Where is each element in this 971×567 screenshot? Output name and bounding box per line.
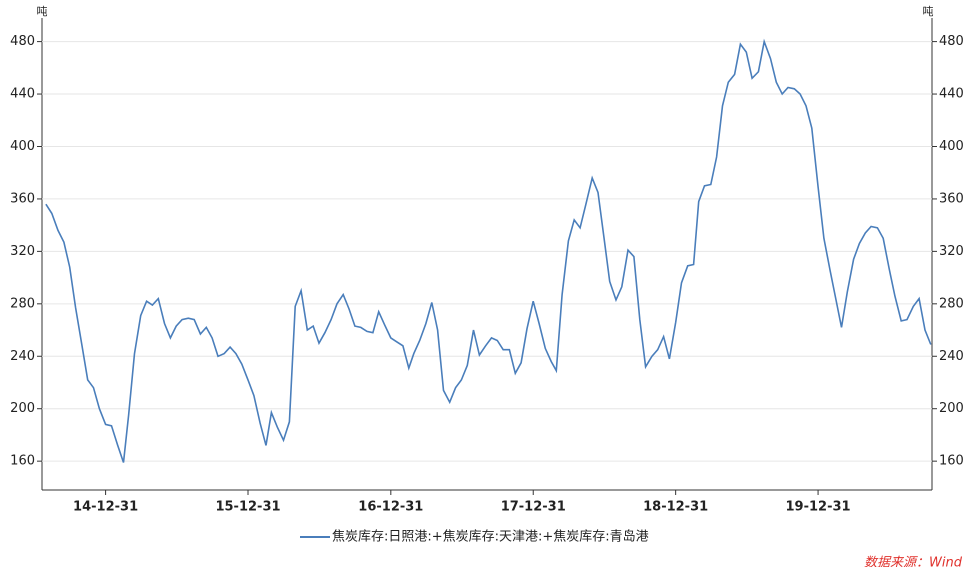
y2-tick-label: 360	[939, 191, 964, 206]
y-tick-label: 480	[10, 34, 35, 49]
y-unit: 吨	[37, 5, 48, 18]
y-tick-label: 360	[10, 191, 35, 206]
y-tick-label: 200	[10, 401, 35, 416]
y2-tick-label: 160	[939, 454, 964, 469]
y2-tick-label: 320	[939, 244, 964, 259]
x-tick-label: 14-12-31	[73, 500, 138, 515]
data-line	[45, 38, 932, 463]
y2-tick-label: 400	[939, 139, 964, 154]
y2-unit: 吨	[923, 5, 934, 18]
y-tick-label: 320	[10, 244, 35, 259]
y-tick-label: 280	[10, 296, 35, 311]
legend-label: 焦炭库存:日照港:+焦炭库存:天津港:+焦炭库存:青岛港	[332, 529, 649, 545]
x-tick-label: 18-12-31	[643, 500, 708, 515]
y2-tick-label: 200	[939, 401, 964, 416]
x-tick-label: 16-12-31	[358, 500, 423, 515]
y-tick-label: 400	[10, 139, 35, 154]
y-tick-label: 160	[10, 454, 35, 469]
y-tick-label: 240	[10, 349, 35, 364]
x-tick-label: 19-12-31	[786, 500, 851, 515]
x-tick-label: 15-12-31	[215, 500, 280, 515]
y2-tick-label: 240	[939, 349, 964, 364]
x-tick-label: 17-12-31	[501, 500, 566, 515]
y2-tick-label: 280	[939, 296, 964, 311]
y2-tick-label: 480	[939, 34, 964, 49]
source-note: 数据来源：Wind	[864, 556, 963, 567]
y-tick-label: 440	[10, 87, 35, 102]
y2-tick-label: 440	[939, 87, 964, 102]
